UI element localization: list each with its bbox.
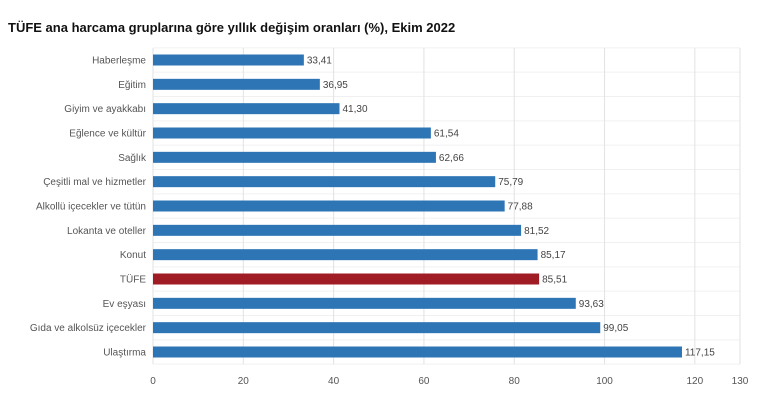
bar — [153, 78, 320, 90]
x-tick-label: 100 — [596, 376, 613, 387]
x-tick-label: 120 — [687, 376, 704, 387]
category-label: Haberleşme — [92, 56, 146, 67]
bar — [153, 297, 576, 309]
x-tick-label: 20 — [238, 376, 250, 387]
chart-title: TÜFE ana harcama gruplarına göre yıllık … — [8, 20, 456, 35]
data-label: 117,15 — [685, 348, 715, 359]
category-label: Ev eşyası — [103, 299, 146, 310]
x-tick-label: 80 — [509, 376, 521, 387]
data-label: 85,51 — [542, 275, 567, 286]
data-label: 33,41 — [307, 56, 332, 67]
category-label: Lokanta ve oteller — [67, 226, 147, 237]
bar — [153, 322, 601, 334]
category-label: Alkollü içecekler ve tütün — [36, 202, 146, 213]
bar — [153, 54, 304, 66]
x-tick-label: 0 — [150, 376, 156, 387]
category-label: Çeşitli mal ve hizmetler — [43, 177, 146, 188]
bar — [153, 176, 496, 188]
bar — [153, 151, 436, 163]
category-label: Eğlence ve kültür — [69, 129, 146, 140]
bar — [153, 127, 431, 139]
data-label: 99,05 — [603, 323, 628, 334]
category-label: Gıda ve alkolsüz içecekler — [30, 323, 147, 334]
category-label: Sağlık — [118, 153, 147, 164]
x-tick-label: 130 — [732, 376, 749, 387]
data-label: 36,95 — [323, 80, 348, 91]
data-label: 93,63 — [579, 299, 604, 310]
bar — [153, 200, 505, 212]
data-label: 61,54 — [434, 129, 459, 140]
bar — [153, 273, 540, 285]
bar — [153, 103, 340, 115]
x-tick-label: 60 — [418, 376, 430, 387]
data-label: 75,79 — [498, 177, 523, 188]
x-tick-label: 40 — [328, 376, 340, 387]
bar — [153, 224, 522, 236]
data-label: 41,30 — [342, 104, 367, 115]
category-label: Eğitim — [118, 80, 146, 91]
data-label: 62,66 — [439, 153, 464, 164]
category-label: Konut — [120, 250, 146, 261]
data-label: 77,88 — [508, 202, 533, 213]
bar — [153, 249, 538, 261]
bar — [153, 346, 682, 358]
category-label: Ulaştırma — [103, 348, 146, 359]
data-label: 81,52 — [524, 226, 549, 237]
data-label: 85,17 — [541, 250, 566, 261]
category-label: Giyim ve ayakkabı — [64, 104, 146, 115]
category-label: TÜFE — [120, 274, 146, 286]
